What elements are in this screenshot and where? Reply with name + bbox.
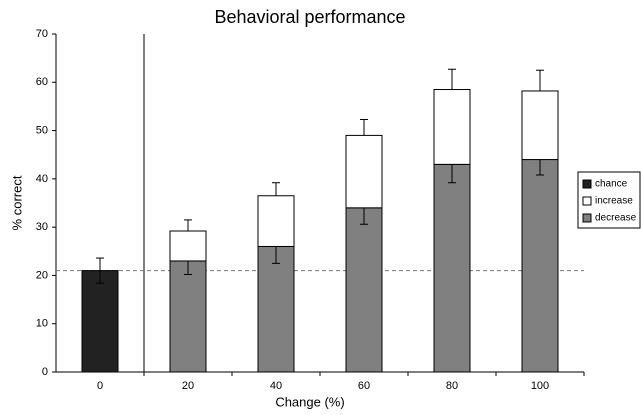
legend-swatch [582,179,592,189]
legend-swatch [582,196,592,206]
y-tick-label: 30 [36,221,48,233]
y-tick-label: 60 [36,76,48,88]
y-tick-label: 40 [36,173,48,185]
x-tick-label: 60 [358,380,370,392]
x-axis-label: Change (%) [275,394,344,409]
chart-title: Behavioral performance [214,7,405,27]
legend-label: chance [595,179,628,190]
y-tick-label: 70 [36,28,48,40]
x-tick-label: 100 [531,380,549,392]
error-bar [360,118,368,136]
bar [433,163,471,373]
bar [81,270,119,373]
bar [433,89,471,165]
x-tick-label: 80 [446,380,458,392]
error-bar [536,69,544,91]
error-bar [272,182,280,196]
x-tick-label: 40 [270,380,282,392]
y-tick-label: 50 [36,124,48,136]
legend-label: decrease [595,213,637,224]
bar [257,195,295,247]
y-tick-label: 20 [36,269,48,281]
y-tick-label: 0 [42,366,48,378]
x-tick-label: 0 [97,380,103,392]
bar [169,230,207,262]
error-bar [184,219,192,232]
bar [257,245,295,373]
error-bar [360,207,368,225]
error-bar [448,68,456,90]
bar [521,90,559,161]
bar [345,207,383,373]
legend-swatch [582,213,592,223]
legend-label: increase [595,196,633,207]
error-bar [184,260,192,275]
bar [169,260,207,373]
error-bar [536,159,544,176]
x-tick-label: 20 [182,380,194,392]
bar [521,159,559,373]
y-tick-label: 10 [36,318,48,330]
bar [345,134,383,209]
y-axis-label: % correct [9,175,24,230]
error-bar [96,257,104,284]
error-bar [272,246,280,264]
error-bar [448,164,456,184]
